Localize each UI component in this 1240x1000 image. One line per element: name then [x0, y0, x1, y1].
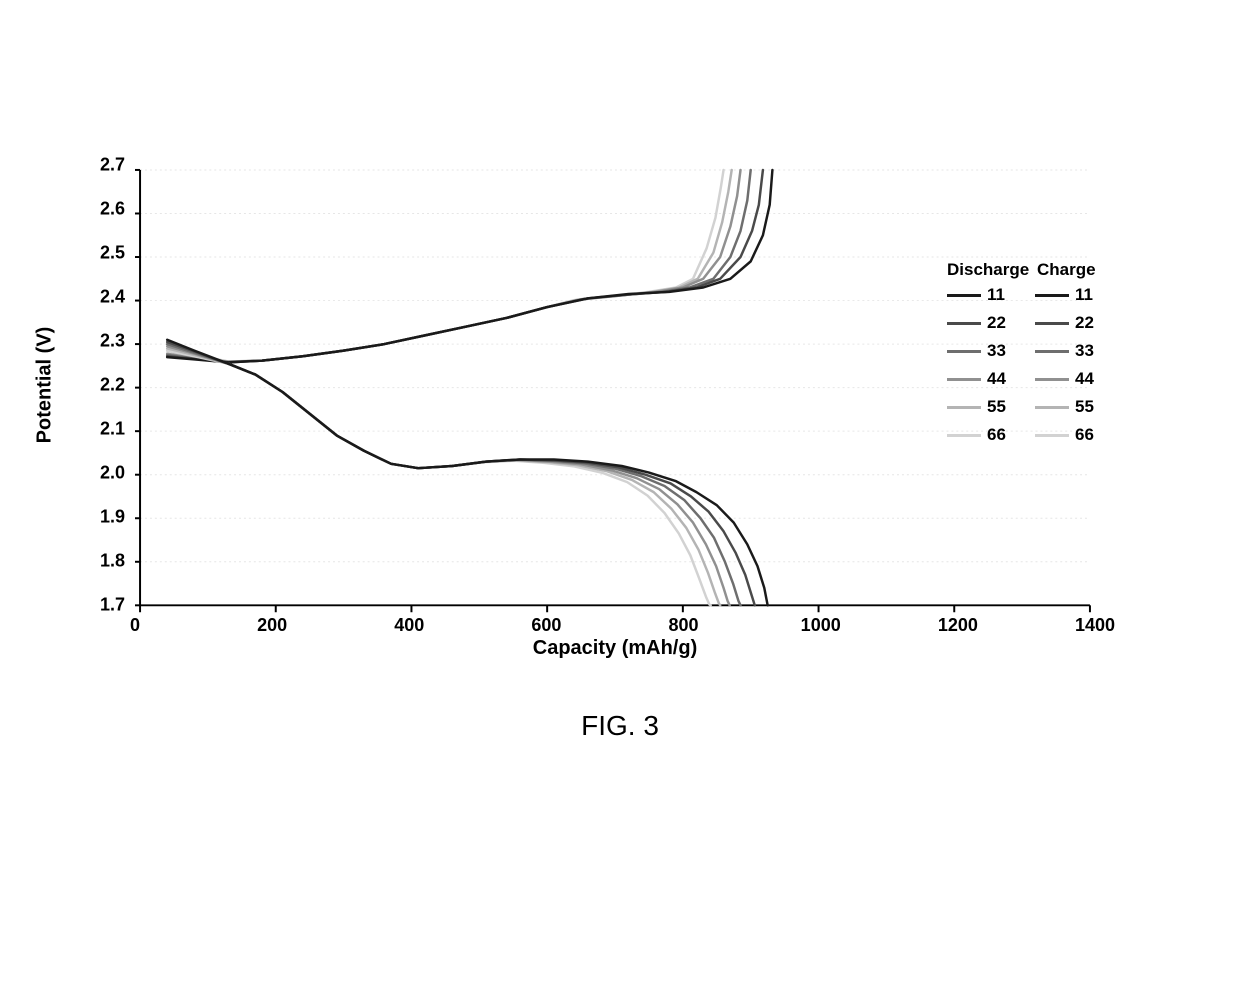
x-tick-label: 1200 — [938, 615, 978, 636]
legend-row: 11 11 — [947, 284, 1105, 306]
legend-swatch-discharge — [947, 322, 981, 325]
legend-row: 33 33 — [947, 340, 1105, 362]
legend-swatch-discharge — [947, 434, 981, 437]
legend-label: 22 — [987, 313, 1017, 333]
legend-swatch-charge — [1035, 406, 1069, 409]
legend-label: 55 — [987, 397, 1017, 417]
legend-label: 33 — [987, 341, 1017, 361]
legend-swatch-charge — [1035, 434, 1069, 437]
legend-label: 55 — [1075, 397, 1105, 417]
legend-label: 44 — [1075, 369, 1105, 389]
x-tick-label: 800 — [669, 615, 699, 636]
legend: Discharge Charge 11112222333344445555666… — [947, 260, 1105, 452]
legend-label: 44 — [987, 369, 1017, 389]
legend-label: 22 — [1075, 313, 1105, 333]
legend-title-charge: Charge — [1037, 260, 1096, 280]
y-tick-label: 2.4 — [87, 287, 125, 308]
legend-title-discharge: Discharge — [947, 260, 1025, 280]
legend-swatch-charge — [1035, 350, 1069, 353]
y-tick-label: 1.8 — [87, 551, 125, 572]
y-tick-label: 2.2 — [87, 375, 125, 396]
y-tick-label: 1.9 — [87, 507, 125, 528]
x-tick-label: 600 — [531, 615, 561, 636]
legend-swatch-discharge — [947, 350, 981, 353]
legend-label: 11 — [987, 285, 1017, 305]
y-tick-label: 2.7 — [87, 155, 125, 176]
legend-swatch-discharge — [947, 294, 981, 297]
legend-label: 11 — [1075, 285, 1105, 305]
legend-label: 66 — [987, 425, 1017, 445]
legend-row: 66 66 — [947, 424, 1105, 446]
legend-swatch-charge — [1035, 294, 1069, 297]
legend-header: Discharge Charge — [947, 260, 1105, 280]
legend-label: 66 — [1075, 425, 1105, 445]
y-tick-label: 2.1 — [87, 419, 125, 440]
y-tick-label: 2.5 — [87, 243, 125, 264]
chart-plot-area: Potential (V) Capacity (mAh/g) Discharge… — [135, 165, 1095, 605]
x-tick-label: 1000 — [801, 615, 841, 636]
y-axis-label: Potential (V) — [34, 327, 57, 444]
legend-swatch-charge — [1035, 378, 1069, 381]
legend-row: 22 22 — [947, 312, 1105, 334]
y-tick-label: 2.0 — [87, 463, 125, 484]
y-tick-label: 2.6 — [87, 199, 125, 220]
legend-swatch-discharge — [947, 406, 981, 409]
x-tick-label: 1400 — [1075, 615, 1115, 636]
y-tick-label: 1.7 — [87, 595, 125, 616]
y-tick-label: 2.3 — [87, 331, 125, 352]
legend-row: 55 55 — [947, 396, 1105, 418]
legend-swatch-charge — [1035, 322, 1069, 325]
legend-row: 44 44 — [947, 368, 1105, 390]
x-tick-label: 200 — [257, 615, 287, 636]
figure-caption: FIG. 3 — [0, 710, 1240, 742]
x-axis-label: Capacity (mAh/g) — [533, 637, 697, 660]
legend-swatch-discharge — [947, 378, 981, 381]
x-tick-label: 0 — [130, 615, 140, 636]
legend-label: 33 — [1075, 341, 1105, 361]
x-tick-label: 400 — [394, 615, 424, 636]
